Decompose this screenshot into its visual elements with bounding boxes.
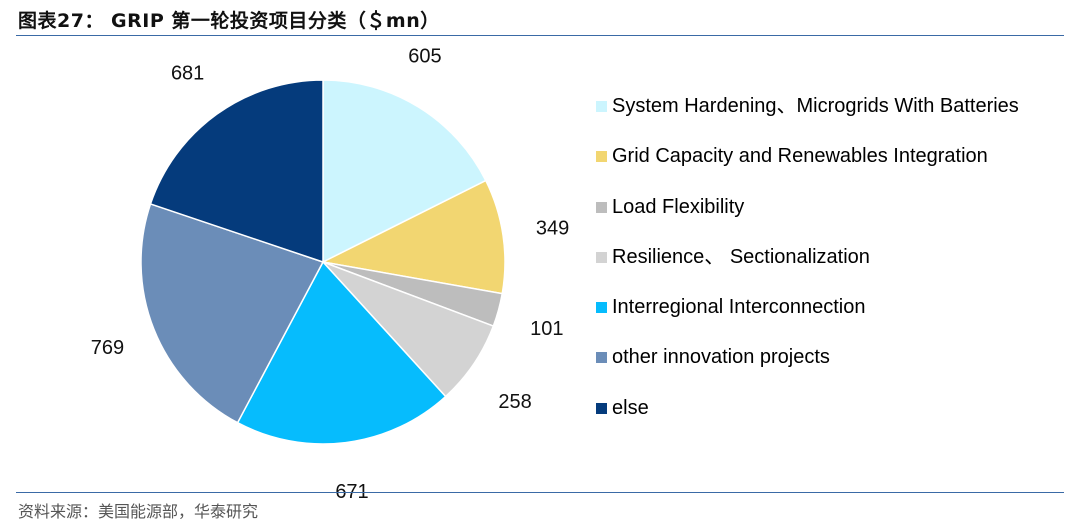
legend-label: Interregional Interconnection [612, 296, 866, 319]
legend-label: Grid Capacity and Renewables Integration [612, 145, 988, 168]
figure-title: 图表27： GRIP 第一轮投资项目分类（＄mn） [18, 10, 440, 32]
data-label: 605 [408, 46, 441, 68]
pie-slice [320, 179, 506, 295]
data-label: 769 [91, 337, 124, 359]
legend-swatch [596, 302, 607, 314]
pie-slice [149, 79, 324, 264]
pie-slice [140, 202, 325, 424]
legend-label: else [612, 396, 649, 419]
legend-swatch [596, 352, 607, 364]
legend-swatch [596, 151, 607, 163]
legend-item: other innovation projects [596, 343, 1066, 393]
legend-item: Interregional Interconnection [596, 293, 1066, 343]
data-label: 349 [536, 218, 569, 240]
legend-item: else [596, 394, 1066, 444]
title-divider [16, 35, 1064, 36]
data-label: 258 [498, 391, 531, 413]
source-note: 资料来源：美国能源部，华泰研究 [18, 502, 259, 521]
legend-label: other innovation projects [612, 346, 830, 369]
data-label: 681 [171, 63, 204, 85]
legend-item: System Hardening、Microgrids With Batteri… [596, 92, 1066, 142]
legend-label: System Hardening、Microgrids With Batteri… [612, 95, 1019, 117]
legend-swatch [596, 251, 607, 263]
legend-label: Resilience、 Sectionalization [612, 245, 870, 268]
legend-swatch [596, 101, 607, 112]
data-label: 101 [530, 318, 563, 340]
pie-slice [236, 260, 447, 445]
legend-swatch [596, 402, 607, 414]
legend-item: Grid Capacity and Renewables Integration [596, 142, 1066, 192]
legend-label: Load Flexibility [612, 195, 745, 218]
legend-item: Resilience、 Sectionalization [596, 243, 1066, 293]
source-divider [16, 492, 1064, 493]
pie-slice [322, 79, 487, 264]
legend-swatch [596, 201, 607, 213]
legend-item: Load Flexibility [596, 193, 1066, 243]
chart-legend: System Hardening、Microgrids With Batteri… [596, 92, 1066, 444]
